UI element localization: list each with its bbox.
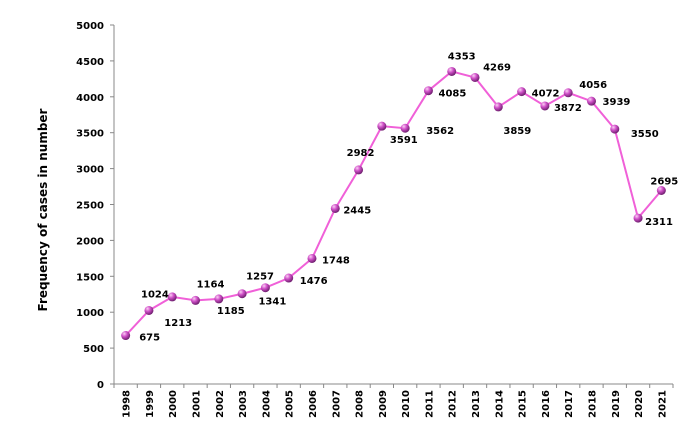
x-tick-label: 2017 bbox=[564, 390, 575, 418]
x-tick-label: 1998 bbox=[122, 390, 133, 418]
data-label: 3872 bbox=[554, 103, 582, 114]
x-tick-label: 1999 bbox=[145, 390, 156, 418]
data-label: 2445 bbox=[343, 205, 371, 216]
data-label: 3939 bbox=[603, 97, 631, 108]
data-label: 3591 bbox=[390, 135, 418, 146]
data-point bbox=[563, 88, 573, 98]
x-tick-label: 2014 bbox=[494, 390, 505, 418]
data-label: 1748 bbox=[322, 255, 350, 266]
data-label: 2695 bbox=[650, 176, 678, 187]
x-tick-label: 2011 bbox=[424, 390, 435, 418]
x-tick-label: 2012 bbox=[448, 390, 459, 418]
data-point bbox=[167, 292, 177, 302]
data-point bbox=[144, 305, 154, 315]
data-label: 675 bbox=[139, 333, 160, 344]
data-label: 4269 bbox=[483, 62, 511, 73]
y-tick-label: 5000 bbox=[76, 21, 104, 32]
data-label: 3859 bbox=[503, 126, 531, 137]
x-tick-label: 2009 bbox=[378, 390, 389, 418]
x-tick-label: 2019 bbox=[611, 390, 622, 418]
data-label: 1024 bbox=[141, 289, 169, 300]
x-tick-label: 2002 bbox=[215, 390, 226, 418]
x-tick-label: 2004 bbox=[261, 390, 272, 418]
x-tick-label: 2000 bbox=[168, 390, 179, 418]
x-tick-label: 2016 bbox=[541, 390, 552, 418]
data-label: 2311 bbox=[645, 217, 673, 228]
x-tick-label: 2021 bbox=[657, 390, 668, 418]
x-tick-label: 2005 bbox=[285, 390, 296, 418]
data-label: 3562 bbox=[426, 126, 454, 137]
data-label: 1257 bbox=[246, 272, 274, 283]
y-tick-label: 1000 bbox=[76, 308, 104, 319]
data-point bbox=[517, 87, 527, 97]
x-tick-label: 2018 bbox=[587, 390, 598, 418]
y-tick-label: 1500 bbox=[76, 272, 104, 283]
data-point bbox=[377, 121, 387, 131]
y-tick-label: 2000 bbox=[76, 236, 104, 247]
data-point bbox=[493, 102, 503, 112]
data-label: 4085 bbox=[439, 89, 467, 100]
y-tick-label: 4000 bbox=[76, 93, 104, 104]
x-tick-label: 2006 bbox=[308, 390, 319, 418]
x-tick-label: 2003 bbox=[238, 390, 249, 418]
data-point bbox=[470, 72, 480, 82]
data-point bbox=[586, 96, 596, 106]
data-label: 1164 bbox=[197, 279, 225, 290]
x-tick-label: 2013 bbox=[471, 390, 482, 418]
data-point bbox=[633, 213, 643, 223]
y-tick-label: 3500 bbox=[76, 129, 104, 140]
data-point bbox=[260, 283, 270, 293]
data-point bbox=[540, 101, 550, 111]
data-label: 4056 bbox=[579, 80, 607, 91]
x-tick-label: 2007 bbox=[331, 390, 342, 418]
x-tick-label: 2001 bbox=[192, 390, 203, 418]
data-point bbox=[447, 66, 457, 76]
data-point bbox=[423, 86, 433, 96]
data-point bbox=[656, 185, 666, 195]
data-point bbox=[400, 123, 410, 133]
y-tick-label: 4500 bbox=[76, 57, 104, 68]
data-point bbox=[237, 289, 247, 299]
y-tick-label: 2500 bbox=[76, 201, 104, 212]
data-point bbox=[354, 165, 364, 175]
data-label: 4072 bbox=[532, 89, 560, 100]
data-point bbox=[214, 294, 224, 304]
y-tick-label: 0 bbox=[97, 380, 104, 391]
data-point bbox=[610, 124, 620, 134]
x-tick-label: 2020 bbox=[634, 390, 645, 418]
data-point bbox=[121, 331, 131, 341]
data-point bbox=[284, 273, 294, 283]
y-tick-label: 3000 bbox=[76, 165, 104, 176]
data-label: 1476 bbox=[300, 276, 328, 287]
data-label: 1341 bbox=[258, 297, 286, 308]
data-label: 1185 bbox=[217, 306, 245, 317]
data-label: 1213 bbox=[164, 318, 192, 329]
data-label: 2982 bbox=[347, 148, 375, 159]
x-tick-label: 2015 bbox=[518, 390, 529, 418]
y-tick-label: 500 bbox=[83, 344, 104, 355]
data-point bbox=[330, 203, 340, 213]
data-point bbox=[307, 253, 317, 263]
data-label: 4353 bbox=[448, 51, 476, 62]
data-point bbox=[191, 295, 201, 305]
y-axis-label: Frequency of cases in number bbox=[36, 108, 50, 311]
x-tick-label: 2010 bbox=[401, 390, 412, 418]
x-tick-label: 2008 bbox=[355, 390, 366, 418]
data-label: 3550 bbox=[631, 129, 659, 140]
